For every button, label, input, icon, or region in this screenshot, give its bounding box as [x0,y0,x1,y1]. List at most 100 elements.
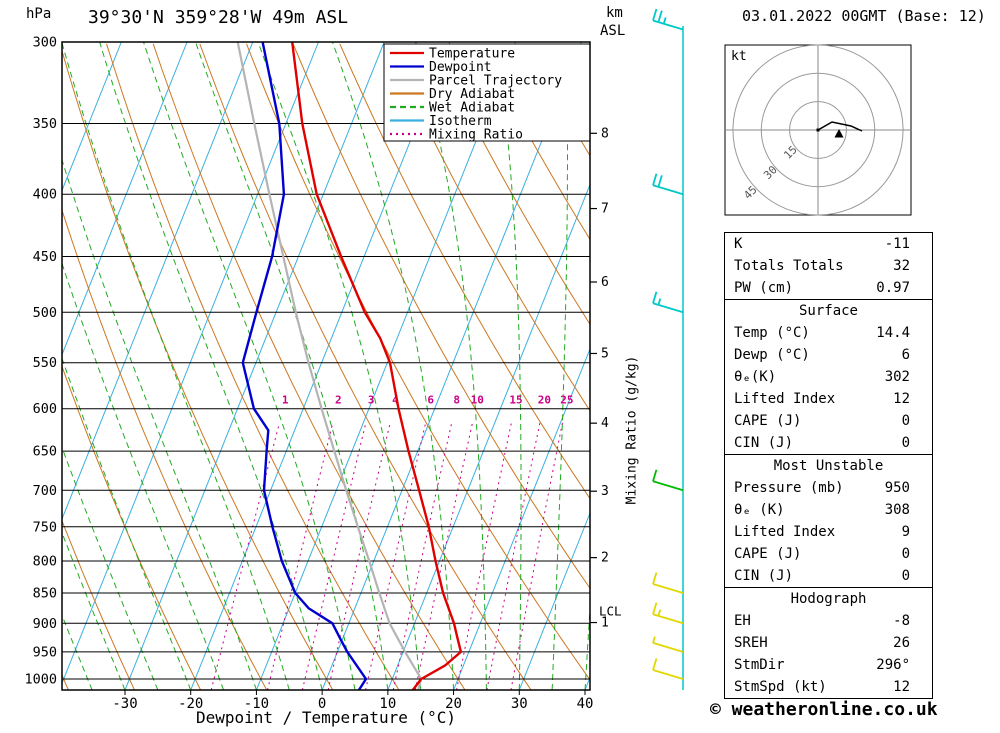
wind-barb-staff [652,480,684,492]
table-row-value: 296° [876,657,910,673]
table-row-label: SREH [734,635,768,651]
pressure-tick-label: 350 [33,116,57,132]
mixing-ratio-value-label: 25 [560,394,573,407]
mixing-ratio-line [392,422,453,690]
wet-adiabat-line [551,42,568,690]
wind-barb [652,572,684,594]
hodograph-trace [817,121,863,132]
x-axis-title: Dewpoint / Temperature (°C) [195,708,457,727]
pressure-tick-label: 600 [33,401,57,417]
table-row-value: 0 [901,546,910,562]
wind-barb-staff [652,184,684,196]
mixing-ratio-labels-group: 1 2 3 4 6 8 10 15 20 25 [282,394,574,407]
table-row-label: StmDir [734,657,785,673]
mixing-ratio-line [510,422,563,690]
legend-item: Dry Adiabat [390,87,515,102]
hodograph-unit-label: kt [731,49,747,64]
dry-adiabat-line [339,43,590,500]
isotherm-line [190,42,451,690]
table-row-value: 302 [884,369,910,385]
wind-barb-staff [652,669,684,680]
isotherm-line [255,42,517,690]
table-row: Dewp (°C) 6 [725,344,932,366]
table-row-label: CIN (J) [734,568,794,584]
table-row-value: 12 [893,391,910,407]
table-row-value: 950 [884,480,910,496]
wind-barb [652,636,684,653]
table-row-label: CAPE (J) [734,413,802,429]
mixing-ratio-value-label: 8 [453,394,460,407]
table-row-label: CIN (J) [734,435,794,451]
table-row-label: θₑ (K) [734,502,785,518]
table-row-label: Pressure (mb) [734,480,844,496]
dry-adiabat-line [106,43,400,690]
wind-barb [652,658,684,680]
mixing-ratio-line [414,422,473,690]
legend-item-label: Isotherm [429,114,492,129]
wet-adiabat-line [331,42,455,690]
hodograph-ring [732,44,904,216]
wind-barb [652,8,684,31]
table-row-label: PW (cm) [734,280,794,296]
table-row: StmDir 296° [725,654,932,676]
km-tick-label: 5 [601,346,609,361]
km-tick-label: 3 [601,484,609,499]
datetime-title: 03.01.2022 00GMT (Base: 12) [742,7,986,25]
km-tick-label: 4 [601,416,609,431]
pressure-tick-label: 650 [33,444,57,460]
wet-adiabat-line [195,42,389,690]
wet-adiabat-line [257,42,422,690]
temp-tick-label: 0 [318,696,326,712]
legend-item: Wet Adiabat [390,101,515,116]
mixing-ratio-value-label: 10 [471,394,484,407]
hodograph-origin-marker [816,128,820,132]
isotherm-line [62,42,319,685]
storm-motion-marker [834,129,844,138]
dry-adiabat-line [62,519,135,690]
dry-adiabat-line [62,364,202,690]
table-section: Hodograph EH -8 SREH 26 StmDir 296° StmSpd (kt)… [725,587,932,698]
pressure-tick-label: 700 [33,483,57,499]
pressure-tick-label: 550 [33,355,57,371]
legend-item-label: Dry Adiabat [429,87,515,102]
dry-adiabat-line [62,49,334,690]
wind-barb [652,173,684,196]
mixing-ratio-axis-label: Mixing Ratio (g/kg) [624,355,640,505]
wind-barb-tick [657,175,663,188]
dry-adiabat-line [62,208,268,690]
table-row: K -11 [725,233,932,255]
table-row: θₑ(K) 302 [725,366,932,388]
legend-item: Mixing Ratio [390,128,523,143]
table-row-value: 0 [901,568,910,584]
temp-tick-label: -30 [112,696,137,712]
table-row-label: Lifted Index [734,391,836,407]
table-row-value: 0.97 [876,280,910,296]
legend-item: Isotherm [390,114,492,129]
table-row-value: 14.4 [876,325,910,341]
wet-adiabat-line [143,42,356,690]
temp-tick-label: 30 [511,696,528,712]
table-row-label: K [734,236,743,252]
pressure-tick-label: 450 [33,249,57,265]
copyright: © weatheronline.co.uk [710,699,938,720]
pressure-tick-label: 950 [33,644,57,660]
km-axis-label: km [606,5,623,21]
mixing-ratio-line [365,422,427,690]
dry-adiabat-line [152,43,466,690]
table-row-value: 32 [893,258,910,274]
km-tick-label: 6 [601,275,609,290]
wind-barb [652,602,684,625]
wind-barb [652,291,684,314]
wind-barb-tick [657,298,662,306]
wind-barb-staff [652,613,684,625]
table-row-value: 9 [901,524,910,540]
wind-barb [652,469,684,492]
hodograph-ring [760,72,876,188]
mixing-ratio-line [267,422,334,690]
table-row-value: 308 [884,502,910,518]
wet-adiabat-line [415,42,487,690]
table-row: PW (cm) 0.97 [725,277,932,299]
mixing-ratio-value-label: 20 [538,394,551,407]
wind-barb-tick [652,8,658,21]
